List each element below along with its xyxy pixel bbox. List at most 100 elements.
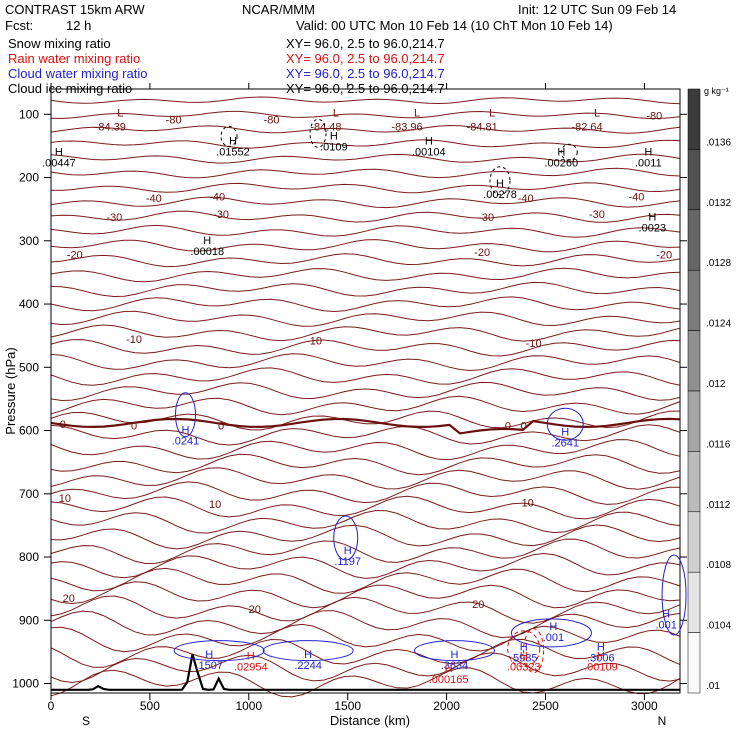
forecast-hour: 12 h (66, 18, 92, 33)
isotherm-line (50, 324, 681, 342)
isotherm-label: 20 (472, 599, 484, 611)
isotherm-line (50, 339, 681, 357)
low-value: -82.64 (571, 122, 602, 134)
snow-max-marker: H (55, 146, 63, 158)
isotherm-line (50, 552, 681, 579)
snow-max-value: .0023 (639, 223, 667, 235)
forecast-label: Fcst: (5, 18, 34, 33)
colorbar-segment (687, 390, 701, 452)
isotherm-line (50, 595, 681, 624)
x-tick-label: 500 (140, 699, 160, 713)
isotherm-line (50, 196, 681, 209)
isotherm-label: 20 (63, 593, 75, 605)
isotherm-label: -10 (526, 338, 542, 350)
isotherm-line (50, 296, 681, 313)
field-xy-cloud-water: XY= 96.0, 2.5 to 96.0,214.7 (286, 66, 445, 81)
isotherm-line (50, 167, 681, 179)
x-tick-label: 0 (48, 699, 55, 713)
x-tick-label: 2000 (433, 699, 460, 713)
isotherm-line (50, 439, 681, 461)
cloud-water-max-value: .3006 (587, 653, 615, 665)
cloud-water-contour (333, 515, 359, 561)
cloud-water-contour (173, 640, 265, 662)
isotherm-line (50, 424, 681, 446)
colorbar-tick-label: .01 (706, 681, 720, 692)
cloud-water-max-value: .5985 (510, 653, 538, 665)
snow-max-value: .01552 (216, 147, 250, 159)
isotherm-label: -40 (146, 193, 162, 205)
cloud-water-max-value: .2244 (294, 660, 322, 672)
field-xy-rain: XY= 96.0, 2.5 to 96.0,214.7 (286, 51, 445, 66)
isotherm-label: 0 (505, 420, 511, 432)
snow-max-value: .00104 (412, 147, 446, 159)
colorbar-tick-label: .0128 (706, 258, 731, 269)
snow-max-marker: H (203, 235, 211, 247)
isotherm-line (50, 638, 681, 668)
init-time: Init: 12 UTC Sun 09 Feb 14 (518, 2, 677, 17)
colorbar-tick-label: .0112 (706, 500, 731, 511)
isotherm-line (50, 495, 681, 520)
snow-max-marker: H (229, 136, 237, 148)
snow-max-marker: H (648, 212, 656, 224)
zero-isotherm-line (50, 417, 681, 435)
snow-contour (560, 143, 578, 161)
isotherm-line (50, 467, 681, 490)
isotherm-label: -40 (209, 192, 225, 204)
isotherm-label: 0 (218, 420, 224, 432)
isotherm-line (50, 253, 681, 268)
cloud-water-max-marker: H (304, 649, 312, 661)
low-marker: L (414, 108, 420, 120)
low-marker: L (117, 108, 123, 120)
colorbar-tick-label: .0136 (706, 137, 731, 148)
isotherm-label: 10 (522, 498, 534, 510)
colorbar-unit: g kg⁻¹ (704, 86, 729, 96)
isotherm-label: -30 (213, 209, 229, 221)
snow-max-value: .00447 (42, 157, 76, 169)
cloud-water-max-marker: H (597, 642, 605, 654)
isotherm-label: -30 (589, 209, 605, 221)
isotherm-label: -80 (264, 114, 280, 126)
cloud-water-max-marker: H (205, 649, 213, 661)
isotherm-line (50, 567, 681, 594)
rain-max-value: .00109 (584, 661, 618, 673)
isotherm-line (50, 239, 681, 253)
cloud-water-max-value: .2641 (552, 438, 580, 450)
isotherm-line (50, 224, 681, 238)
colorbar-segment (687, 209, 701, 271)
north-label: N (658, 714, 667, 728)
colorbar-tick-label: .0132 (706, 198, 731, 209)
valid-time: Valid: 00 UTC Mon 10 Feb 14 (10 ChT Mon … (296, 18, 613, 33)
cloud-water-contour (262, 640, 354, 662)
isotherm-line (50, 395, 681, 416)
rain-max-value: .02954 (234, 661, 268, 673)
isotherm-line (50, 182, 681, 194)
isotherm-label: 10 (59, 493, 71, 505)
plot-frame (50, 88, 681, 694)
isotherm-label: -30 (478, 212, 494, 224)
isotherm-line (50, 509, 681, 534)
rain-max-marker: H (445, 663, 453, 675)
cloud-water-max-marker: H (549, 621, 557, 633)
colorbar-segment (687, 451, 701, 513)
field-xy-snow: XY= 96.0, 2.5 to 96.0,214.7 (286, 36, 445, 51)
y-tick-label: 1000 (12, 677, 39, 691)
snow-max-value: .0011 (635, 157, 662, 169)
cloud-water-contour (414, 640, 496, 662)
snow-contour (309, 118, 327, 148)
isotherm-label: 10 (209, 499, 221, 511)
snow-max-value: .00018 (190, 246, 224, 258)
isotherm-line (50, 96, 681, 105)
y-tick-label: 400 (19, 297, 39, 311)
isotherm-line (50, 353, 681, 372)
colorbar-tick-label: .0124 (706, 319, 731, 330)
cloud-water-max-value: .3634 (441, 660, 469, 672)
low-value: -84.48 (310, 122, 341, 134)
isotherm-label: 0 (521, 420, 527, 432)
low-marker: L (489, 108, 495, 120)
cloud-water-max-value: .1197 (334, 556, 361, 568)
south-label: S (82, 714, 90, 728)
isotherm-line (50, 623, 681, 653)
isotherm-line (50, 524, 681, 550)
low-value: -84.81 (467, 122, 498, 134)
